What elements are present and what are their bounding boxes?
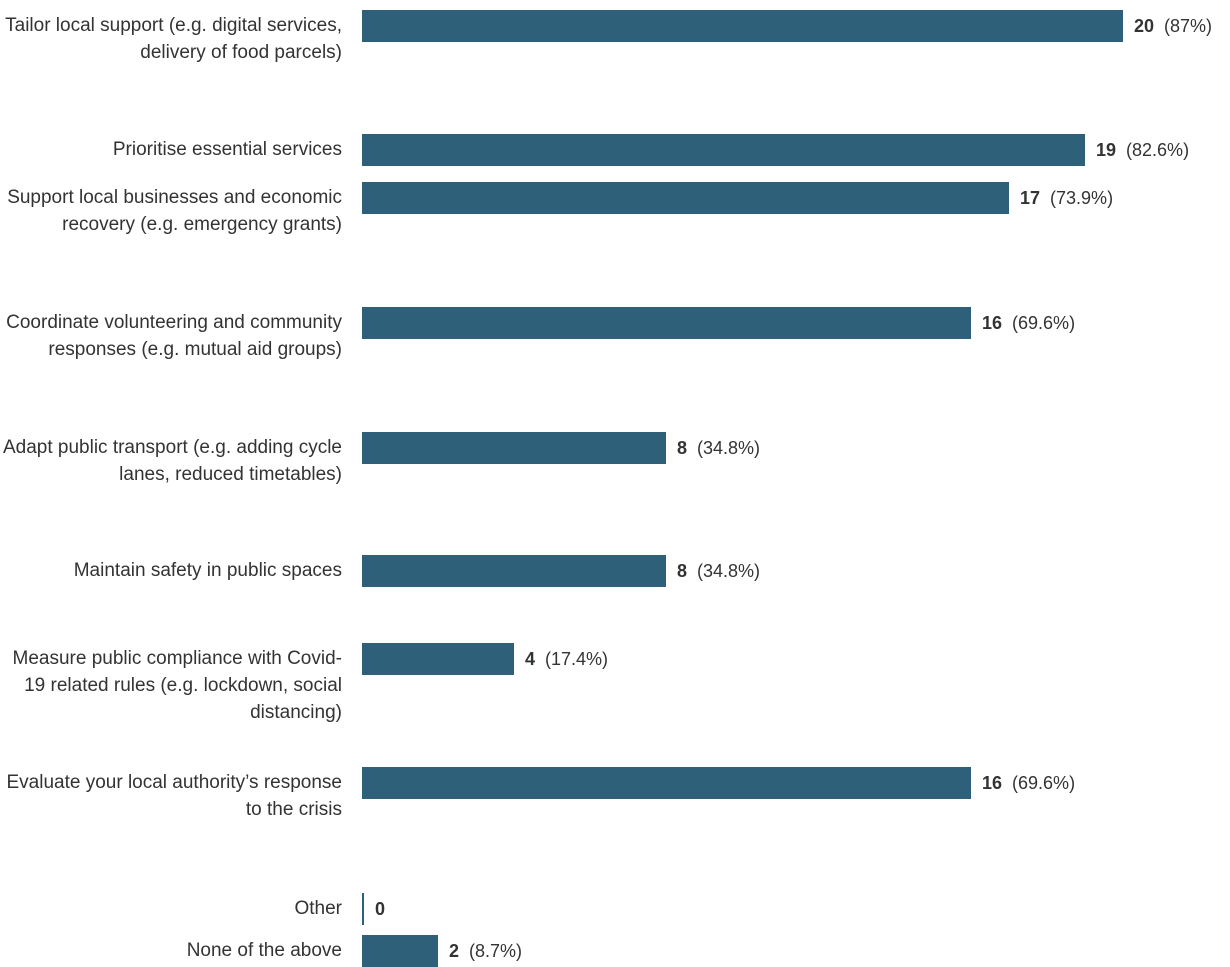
value-percent: (69.6%) (1012, 773, 1076, 793)
value-percent: (34.8%) (697, 438, 761, 458)
data-label: 0 (375, 893, 385, 925)
value-percent: (87%) (1164, 16, 1213, 36)
bar (362, 182, 1009, 214)
value-percent: (17.4%) (545, 649, 609, 669)
bar (362, 134, 1085, 166)
value-percent: (8.7%) (469, 941, 523, 961)
value-count: 4 (525, 649, 536, 669)
value-count: 19 (1096, 140, 1117, 160)
value-percent: (34.8%) (697, 561, 761, 581)
data-label: 8 (34.8%) (677, 555, 760, 587)
category-label: Other (294, 898, 342, 919)
bar (362, 767, 971, 799)
bar (362, 10, 1123, 42)
value-count: 2 (449, 941, 460, 961)
data-label: 19 (82.6%) (1096, 134, 1189, 166)
value-count: 8 (677, 561, 688, 581)
value-count: 8 (677, 438, 688, 458)
category-label: Support local businesses and economic re… (7, 187, 342, 235)
category-label: Measure public compliance with Covid-19 … (12, 648, 342, 723)
category-label: Adapt public transport (e.g. adding cycl… (2, 437, 342, 485)
value-count: 20 (1134, 16, 1155, 36)
value-count: 17 (1020, 188, 1041, 208)
bar (362, 893, 364, 925)
data-label: 17 (73.9%) (1020, 182, 1113, 214)
value-percent: (69.6%) (1012, 313, 1076, 333)
value-percent: (73.9%) (1050, 188, 1114, 208)
data-label: 20 (87%) (1134, 10, 1212, 42)
data-label: 4 (17.4%) (525, 643, 608, 675)
bar (362, 555, 666, 587)
bar (362, 432, 666, 464)
category-label: Tailor local support (e.g. digital servi… (5, 15, 342, 63)
category-label: Prioritise essential services (112, 139, 342, 160)
value-percent: (82.6%) (1126, 140, 1190, 160)
category-label: Maintain safety in public spaces (73, 560, 342, 581)
value-count: 16 (982, 773, 1003, 793)
category-label: Evaluate your local authority’s response… (6, 772, 342, 820)
value-count: 16 (982, 313, 1003, 333)
bar (362, 307, 971, 339)
data-label: 16 (69.6%) (982, 767, 1075, 799)
data-label: 2 (8.7%) (449, 935, 522, 967)
bar (362, 643, 514, 675)
bar (362, 935, 438, 967)
category-label: None of the above (186, 940, 342, 961)
value-count: 0 (375, 899, 386, 919)
category-label: Coordinate volunteering and community re… (6, 312, 342, 360)
data-label: 8 (34.8%) (677, 432, 760, 464)
data-label: 16 (69.6%) (982, 307, 1075, 339)
